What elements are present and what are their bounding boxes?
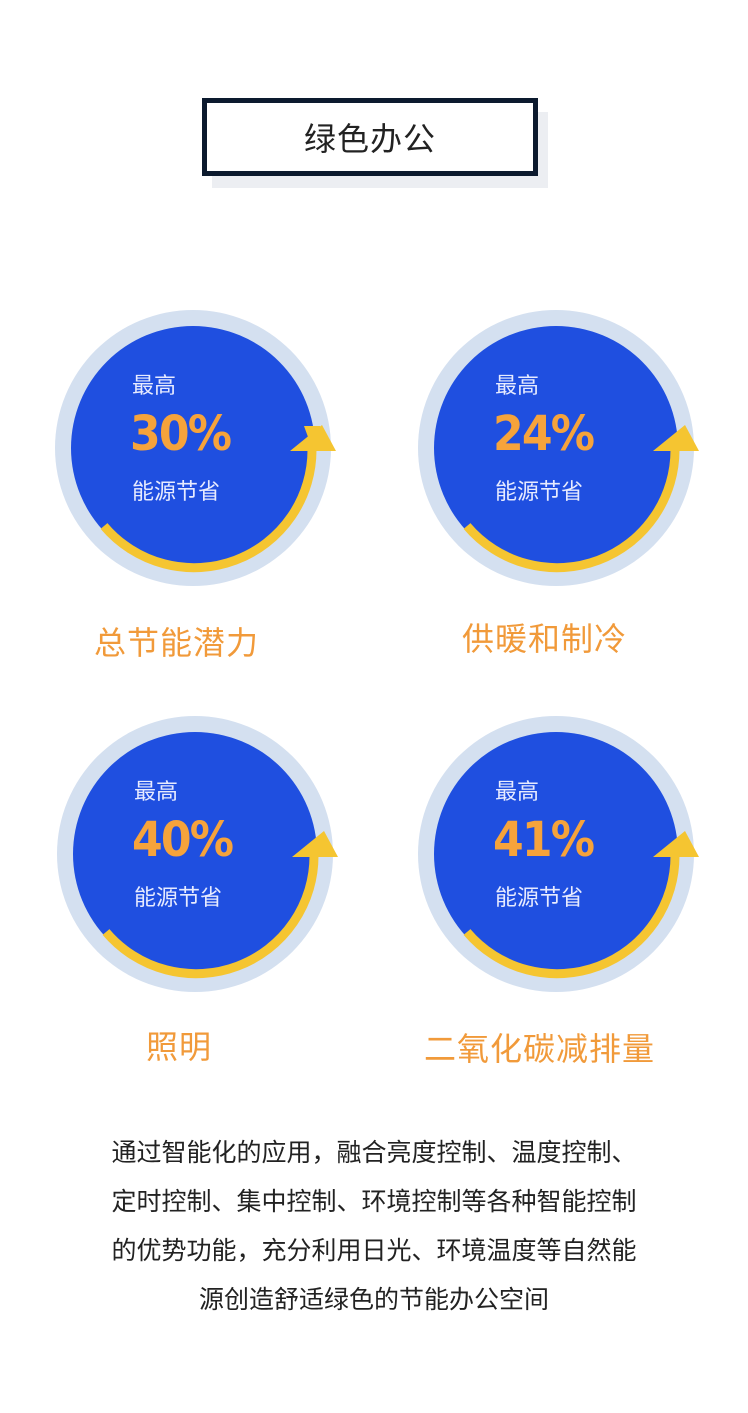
stat-percent: 30%: [130, 406, 232, 462]
stat-label-top: 最高: [495, 374, 540, 399]
stat-circle-lighting: 最高 40% 能源节省: [54, 714, 344, 1004]
stat-caption-co2: 二氧化碳减排量: [424, 1030, 656, 1068]
title-box: 绿色办公: [202, 98, 538, 176]
title-block: 绿色办公: [202, 98, 548, 190]
stat-label-top: 最高: [495, 780, 540, 805]
stat-graphic: [418, 716, 699, 992]
stat-label-bottom: 能源节省: [495, 480, 584, 505]
stat-percent: 41%: [493, 812, 595, 868]
stat-label-bottom: 能源节省: [134, 886, 223, 911]
stat-caption-total: 总节能潜力: [94, 624, 260, 662]
stat-percent: 24%: [493, 406, 595, 462]
stat-label-bottom: 能源节省: [132, 480, 221, 505]
stat-label-bottom: 能源节省: [495, 886, 584, 911]
stat-label-top: 最高: [132, 374, 177, 399]
stat-caption-lighting: 照明: [146, 1028, 213, 1066]
stat-circle-co2: 最高 41% 能源节省: [415, 714, 705, 1004]
stat-graphic: [55, 310, 336, 586]
stat-label-top: 最高: [134, 780, 179, 805]
stat-circle-heating: 最高 24% 能源节省: [415, 308, 705, 598]
stat-caption-heating: 供暖和制冷: [462, 620, 628, 658]
stat-circle-total: 最高 30% 能源节省: [52, 308, 342, 598]
description: 通过智能化的应用，融合亮度控制、温度控制、 定时控制、集中控制、环境控制等各种智…: [70, 1128, 678, 1324]
stat-percent: 40%: [132, 812, 234, 868]
description-line: 通过智能化的应用，融合亮度控制、温度控制、: [111, 1138, 637, 1167]
stat-graphic: [57, 716, 338, 992]
description-line: 的优势功能，充分利用日光、环境温度等自然能: [111, 1236, 637, 1265]
description-line: 源创造舒适绿色的节能办公空间: [198, 1285, 549, 1314]
description-line: 定时控制、集中控制、环境控制等各种智能控制: [111, 1187, 637, 1216]
page-title: 绿色办公: [303, 120, 436, 158]
stat-graphic: [418, 310, 699, 586]
